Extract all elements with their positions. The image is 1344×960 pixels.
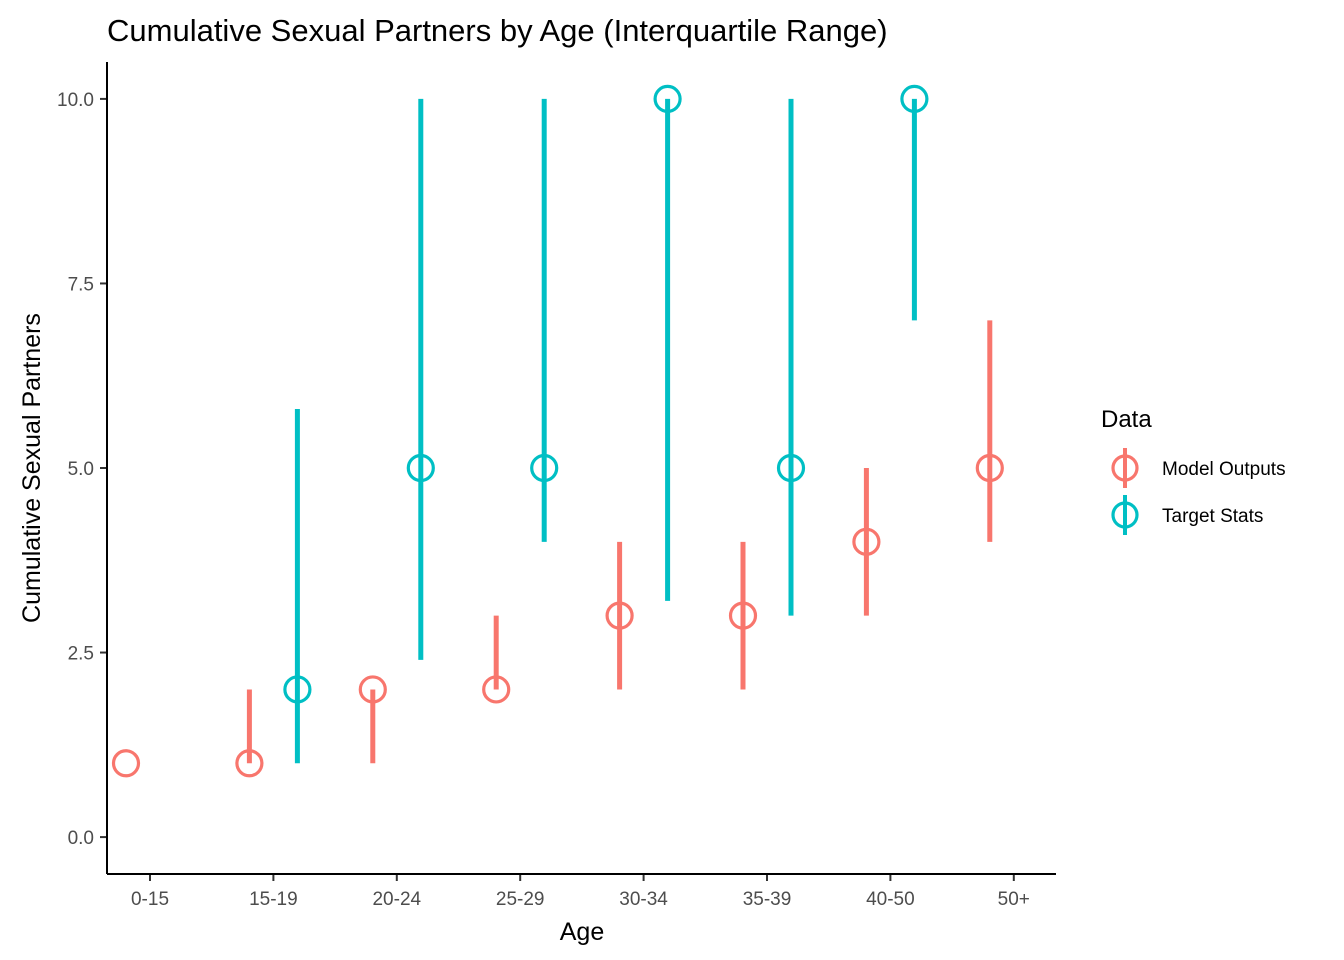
median-point	[605, 601, 634, 630]
y-tick-label: 10.0	[57, 90, 94, 111]
median-point	[776, 453, 806, 483]
median-point	[728, 601, 758, 630]
x-tick-label: 40-50	[866, 889, 915, 910]
x-axis-title: Age	[560, 918, 604, 946]
x-tick-label: 25-29	[496, 889, 545, 910]
x-tick-label: 30-34	[619, 889, 668, 910]
chart-title: Cumulative Sexual Partners by Age (Inter…	[107, 13, 888, 48]
median-point	[653, 84, 682, 114]
legend-label: Target Stats	[1162, 506, 1263, 527]
x-tick-label: 50+	[998, 889, 1030, 910]
x-axis-ticks: 0-15 15-19 20-24 25-29 30-34 35-39 40-50 50+	[131, 874, 1030, 910]
y-tick-label: 2.5	[68, 644, 94, 665]
median-point	[482, 675, 511, 704]
y-tick-label: 0.0	[68, 828, 94, 849]
x-tick-label: 0-15	[131, 889, 169, 910]
legend: Data Model Outputs Target Stats	[1101, 406, 1286, 535]
median-point	[975, 453, 1004, 483]
x-tick-label: 35-39	[743, 889, 792, 910]
median-point	[235, 749, 264, 778]
legend-label: Model Outputs	[1162, 459, 1286, 480]
plot-marks	[111, 84, 1004, 778]
y-axis-title: Cumulative Sexual Partners	[18, 313, 46, 623]
y-axis-ticks: 0.0 2.5 5.0 7.5 10.0	[57, 90, 107, 849]
x-tick-label: 15-19	[249, 889, 298, 910]
x-tick-label: 20-24	[372, 889, 421, 910]
median-point	[406, 453, 435, 483]
median-point	[900, 84, 929, 114]
median-point	[852, 527, 881, 556]
median-point	[358, 675, 387, 704]
y-tick-label: 7.5	[68, 274, 94, 295]
median-point	[111, 749, 141, 778]
legend-title: Data	[1101, 406, 1152, 433]
median-point	[530, 453, 559, 483]
median-point	[283, 675, 312, 704]
y-tick-label: 5.0	[68, 459, 94, 480]
